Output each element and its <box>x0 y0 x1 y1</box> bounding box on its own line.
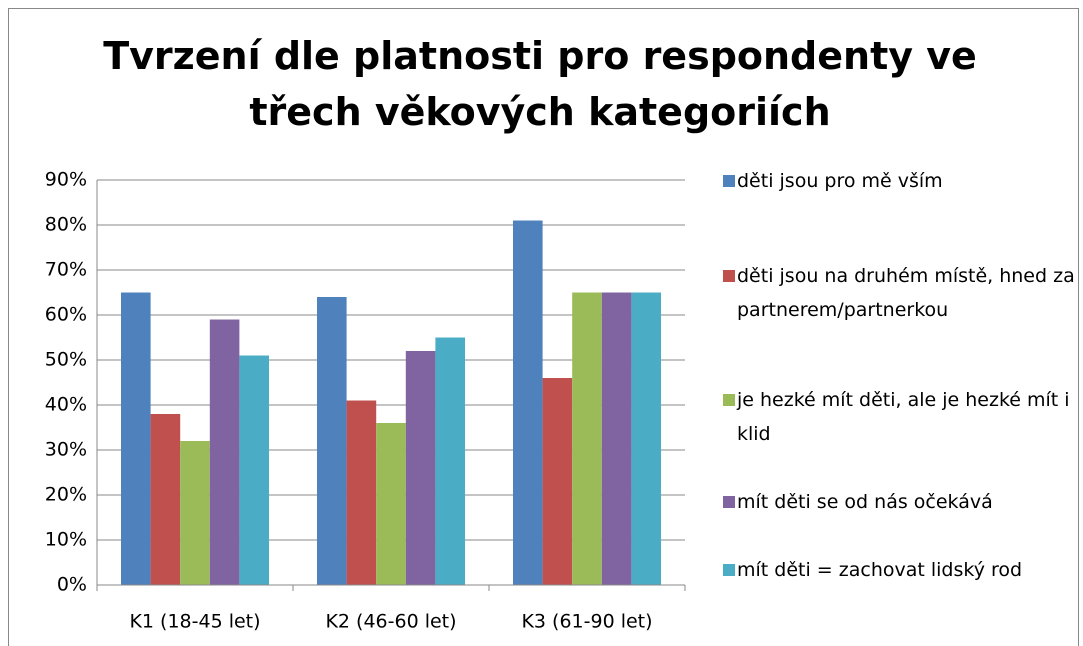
legend-label: je hezké mít děti, ale je hezké mít i kl… <box>737 389 1070 445</box>
bar <box>631 292 661 585</box>
bar <box>513 220 543 585</box>
legend-label: děti jsou pro mě vším <box>737 170 943 192</box>
bar <box>572 292 602 585</box>
y-tick-label: 20% <box>45 484 87 506</box>
y-tick-label: 90% <box>45 169 87 191</box>
legend-label: děti jsou na druhém místě, hned za partn… <box>737 265 1075 321</box>
y-tick-label: 70% <box>45 259 87 281</box>
legend-swatch <box>723 394 735 406</box>
legend-swatch <box>723 270 735 282</box>
y-tick-label: 60% <box>45 304 87 326</box>
legend-swatch <box>723 175 735 187</box>
y-tick-label: 40% <box>45 394 87 416</box>
y-tick-label: 80% <box>45 214 87 236</box>
frame <box>8 8 1079 646</box>
legend-swatch <box>723 496 735 508</box>
chart-title: Tvrzení dle platnosti pro respondenty ve… <box>103 34 977 134</box>
x-tick-label: K3 (61-90 let) <box>521 611 652 633</box>
y-tick-label: 30% <box>45 439 87 461</box>
y-tick-label: 10% <box>45 529 87 551</box>
bar <box>542 378 573 585</box>
x-tick-label: K2 (46-60 let) <box>325 611 456 633</box>
legend-label: mít děti se od nás očekává <box>737 491 993 513</box>
bar <box>376 423 406 585</box>
bar <box>209 319 240 585</box>
legend-swatch <box>723 564 735 576</box>
y-tick-label: 50% <box>45 349 87 371</box>
bar <box>150 414 181 585</box>
bar <box>601 292 632 585</box>
x-tick-label: K1 (18-45 let) <box>129 611 260 633</box>
bar <box>317 297 347 585</box>
bar <box>405 351 436 585</box>
bar <box>239 355 269 585</box>
bar <box>180 441 210 585</box>
y-tick-label: 0% <box>57 574 87 596</box>
bar <box>435 337 465 585</box>
legend-label: mít děti = zachovat lidský rod <box>737 559 1023 581</box>
bar <box>121 292 151 585</box>
bar <box>346 400 377 585</box>
